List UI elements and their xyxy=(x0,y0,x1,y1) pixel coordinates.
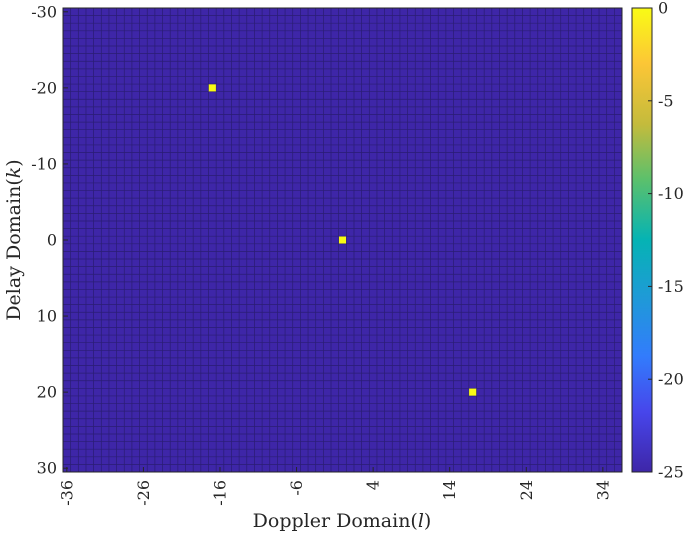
peak-cell xyxy=(338,235,347,245)
colorbar-tick-label: -15 xyxy=(658,277,684,296)
y-tick-label: 0 xyxy=(47,231,57,250)
peak-cell xyxy=(208,83,217,92)
x-tick-label: 24 xyxy=(517,480,536,500)
colorbar-tick-label: -20 xyxy=(658,370,684,389)
x-tick-label: 34 xyxy=(593,480,612,500)
x-tick-label: -16 xyxy=(210,480,229,506)
colorbar-tick-label: -25 xyxy=(658,463,684,482)
peak-cells xyxy=(208,83,477,397)
colorbar-tick-label: -10 xyxy=(658,184,684,203)
x-tick-label: -26 xyxy=(134,480,153,506)
x-axis-label: Doppler Domain(l) xyxy=(253,510,432,532)
x-tick-label: 4 xyxy=(364,480,383,490)
colorbar-ticks: 0 -5 -10 -15 -20 -25 xyxy=(648,0,684,482)
colorbar-tick-label: -5 xyxy=(658,91,674,110)
colorbar-gradient xyxy=(631,7,653,473)
colorbar-tick-label: 0 xyxy=(658,0,668,18)
x-tick-label: -36 xyxy=(57,480,76,506)
y-axis-label: Delay Domain(k) xyxy=(3,159,25,320)
y-tick-label: 20 xyxy=(37,383,57,402)
y-axis-ticks: -30 -20 -10 0 10 20 30 xyxy=(31,2,68,478)
y-tick-label: 10 xyxy=(37,307,57,326)
y-tick-label: -30 xyxy=(31,2,57,21)
colorbar: 0 -5 -10 -15 -20 -25 xyxy=(631,0,684,482)
y-tick-label: 30 xyxy=(37,459,57,478)
peak-cell xyxy=(468,388,477,397)
x-tick-label: -6 xyxy=(287,480,306,496)
y-tick-label: -10 xyxy=(31,154,57,173)
plot-area xyxy=(62,7,623,473)
y-tick-label: -20 xyxy=(31,78,57,97)
x-axis-ticks: -36 -26 -16 -6 4 14 24 34 xyxy=(57,467,612,506)
x-tick-label: 14 xyxy=(440,480,459,500)
